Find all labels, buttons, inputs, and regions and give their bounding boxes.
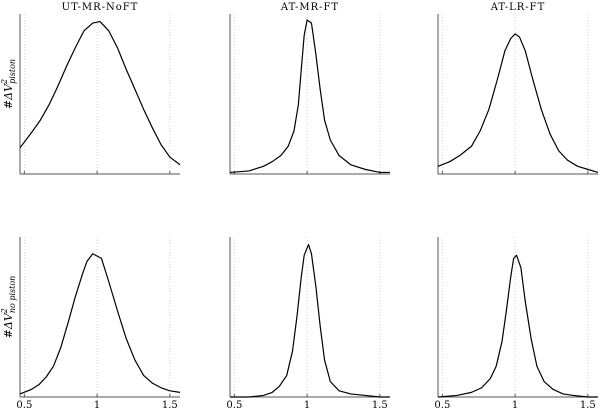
- x-tick-label: 1: [94, 400, 100, 408]
- row-label: #ΔV2no piston: [0, 276, 17, 339]
- column-titles: UT-MR-NoFT AT-MR-FT AT-LR-FT: [62, 2, 546, 13]
- panels: 0.5 1 1.5 0.5 1 1.5 0.5 1 1.5: [16, 14, 599, 408]
- series-line: [19, 253, 181, 395]
- x-tick-label: 1: [304, 400, 310, 408]
- x-tick-label: 0.5: [434, 400, 450, 408]
- row-label-sub: piston: [8, 59, 17, 84]
- panel: [19, 14, 181, 175]
- series-line: [230, 243, 390, 398]
- x-tick-label: 1: [512, 400, 518, 408]
- row-label-sup: 2: [0, 79, 9, 85]
- panel: 0.5 1 1.5: [16, 237, 181, 408]
- x-tick-label: 1.5: [162, 400, 178, 408]
- x-tick-label: 0.5: [16, 400, 32, 408]
- row-labels: #ΔV2piston#ΔV2no piston: [0, 59, 17, 338]
- series-line: [229, 19, 390, 174]
- x-tick-label: 1.5: [372, 400, 388, 408]
- row-label-sub: no piston: [8, 276, 17, 313]
- x-tick-label: 0.5: [226, 400, 242, 408]
- panel: 0.5 1 1.5: [226, 237, 390, 408]
- row-label-sup: 2: [0, 308, 9, 314]
- row-label: #ΔV2piston: [0, 59, 17, 109]
- column-title: UT-MR-NoFT: [62, 2, 139, 13]
- panel: 0.5 1 1.5: [434, 237, 598, 408]
- panel: [437, 14, 599, 175]
- column-title: AT-LR-FT: [490, 2, 546, 13]
- row-label-base: #ΔV: [2, 83, 15, 109]
- column-title: AT-MR-FT: [280, 2, 339, 13]
- panel: [229, 14, 390, 175]
- series-line: [437, 33, 599, 174]
- series-line: [19, 20, 181, 166]
- row-label-base: #ΔV: [2, 312, 15, 338]
- series-line: [437, 254, 598, 398]
- x-tick-label: 1.5: [580, 400, 596, 408]
